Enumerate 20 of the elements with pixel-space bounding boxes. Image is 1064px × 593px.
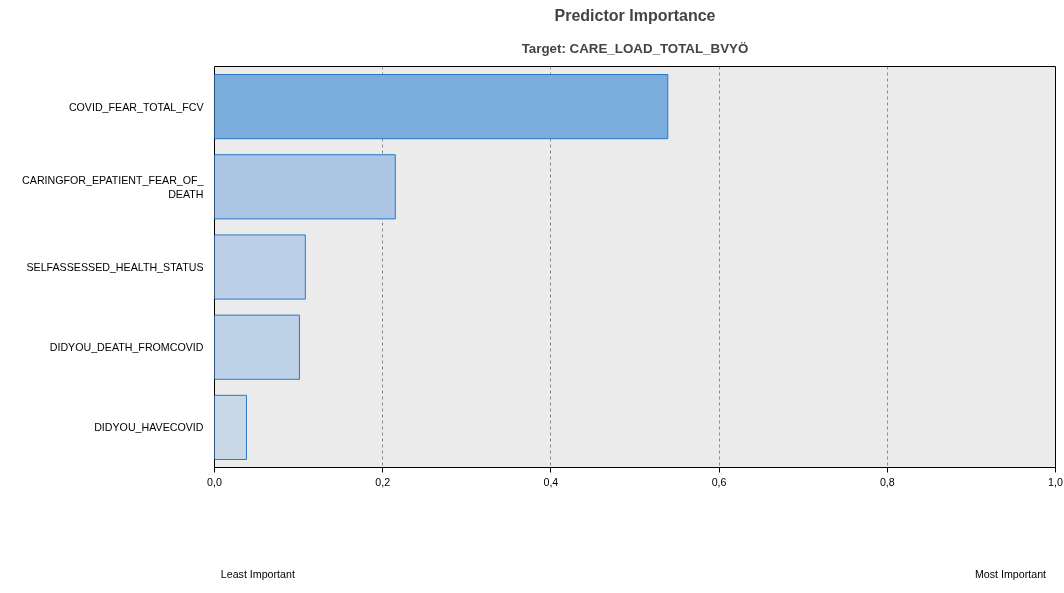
bar [214,234,306,300]
bar [214,74,669,140]
bar [214,154,396,220]
y-tick-label: CARINGFOR_EPATIENT_FEAR_OF_DEATH [22,173,205,200]
text: Least Important [220,567,295,580]
x-tick-label: 0,4 [543,475,559,488]
y-tick-label: COVID_FEAR_TOTAL_FCV [68,100,205,113]
chart-title: Predictor Importance [554,6,716,24]
bar [214,394,247,460]
chart-subtitle: Target: CARE_LOAD_TOTAL_BVYÖ [521,40,749,56]
x-tick-label: 0,2 [375,475,391,488]
y-tick-label: DIDYOU_DEATH_FROMCOVID [49,341,204,354]
x-tick-label: 0,6 [711,475,727,488]
text: Most Important [974,567,1047,580]
x-tick-label: 0,0 [207,475,222,488]
y-tick-label: DIDYOU_HAVECOVID [94,421,204,434]
bar [214,314,300,380]
x-tick-label: 0,8 [879,475,895,488]
y-tick-label: SELFASSESSED_HEALTH_STATUS [26,261,204,273]
x-tick-label: 1,0 [1048,475,1063,488]
